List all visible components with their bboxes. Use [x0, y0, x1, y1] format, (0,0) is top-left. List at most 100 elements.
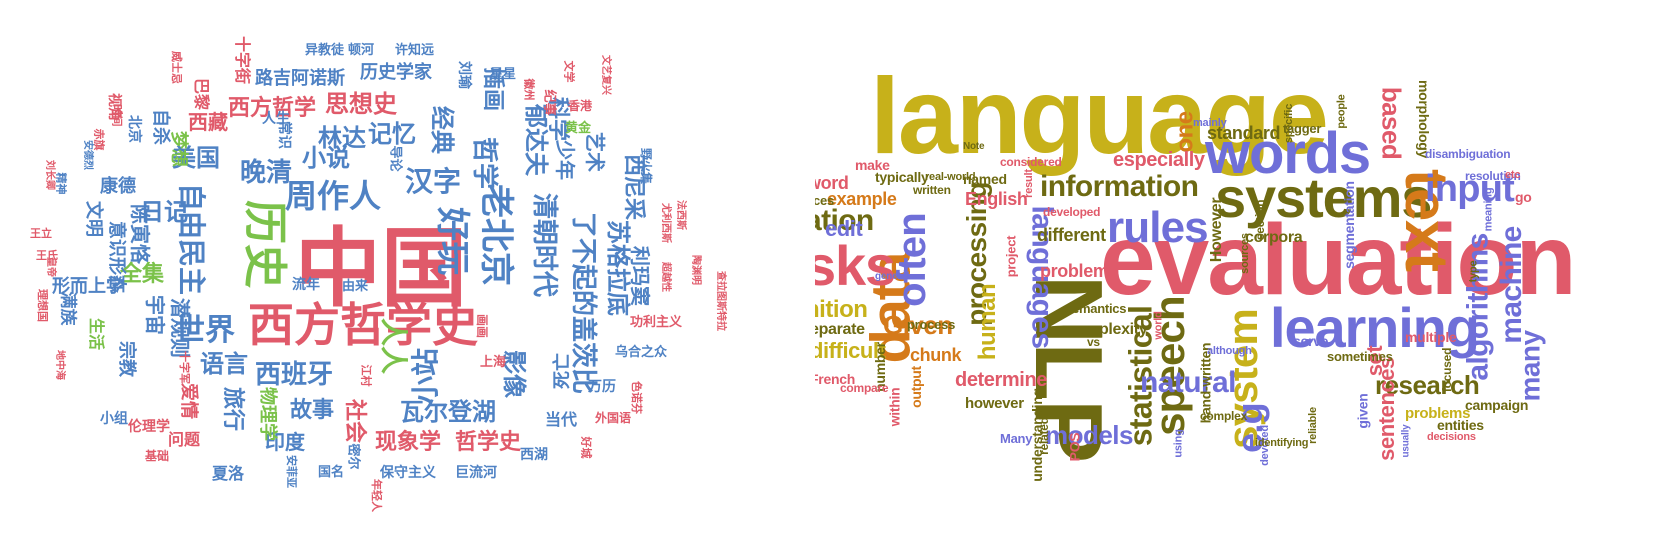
cloud-word: 小说	[302, 144, 350, 172]
english-word-cloud: language evaluation NLP systems words te…	[815, 0, 1666, 560]
cloud-word: 满族	[57, 291, 78, 326]
cloud-word: serve	[1293, 333, 1329, 349]
cloud-word: 顿河	[348, 43, 375, 58]
cloud-word: however	[965, 395, 1024, 412]
cloud-word: 语言	[200, 350, 248, 378]
cloud-word: 周作人	[285, 177, 382, 215]
cloud-word: 康德	[100, 176, 136, 197]
cloud-word: often	[889, 213, 934, 307]
cloud-word: 香港	[568, 99, 593, 113]
cloud-word: example	[827, 189, 897, 209]
cloud-word: 晚清	[240, 158, 293, 188]
cloud-word: 艺术	[583, 132, 607, 172]
cloud-word: 自杀	[150, 109, 171, 145]
cloud-word: research	[1375, 370, 1480, 400]
cloud-word: different	[1037, 225, 1106, 245]
cloud-word: 万历	[588, 379, 616, 395]
cloud-word: developed	[1043, 205, 1101, 219]
cloud-word: 了不起的盖茨比	[568, 211, 599, 395]
cloud-word: 历史	[239, 200, 290, 288]
cloud-word: 时间	[110, 104, 124, 127]
cloud-word: corpora	[1245, 229, 1303, 246]
cloud-word: 西方哲学	[228, 96, 317, 121]
cloud-word: resolution	[1465, 169, 1521, 183]
cloud-word: meaning	[1482, 187, 1495, 232]
cloud-word: 十字军	[178, 351, 191, 384]
cloud-word: output	[907, 366, 924, 408]
cloud-word: compare	[840, 381, 889, 395]
cloud-word: French	[815, 371, 855, 387]
cloud-word: campaign	[1465, 397, 1529, 413]
cloud-word: 江村	[359, 364, 373, 387]
cloud-word: Note	[963, 141, 985, 152]
cloud-word: 林达	[318, 124, 366, 152]
cloud-word: 野火集	[639, 147, 654, 185]
cloud-word: problem	[1040, 261, 1109, 281]
cloud-word: typically	[875, 169, 929, 185]
cloud-word: identifying	[1255, 437, 1309, 449]
cloud-word: 陶渊明	[690, 255, 701, 285]
cloud-word: 好城	[579, 436, 593, 459]
cloud-word: within	[886, 387, 903, 427]
cloud-word: problems	[1405, 405, 1471, 422]
cloud-word: focused	[1440, 347, 1455, 393]
cloud-word: 伦理学	[128, 419, 170, 435]
cloud-word: 形而上学	[52, 276, 124, 297]
cloud-word: 旅行	[220, 386, 246, 432]
cloud-word: 文学	[562, 60, 576, 83]
cloud-word: 上海	[480, 355, 507, 370]
cloud-word: 宇宙	[143, 295, 167, 335]
cloud-word: 夏洛	[212, 464, 245, 483]
cloud-word: 好玩	[432, 207, 472, 275]
cloud-word: 查拉图斯特拉	[715, 271, 726, 331]
cloud-word: natural	[1140, 366, 1236, 399]
cloud-word: named	[963, 171, 1007, 187]
cloud-word: difficult	[815, 338, 886, 363]
cloud-word: algorithms	[1461, 233, 1495, 381]
cloud-word: 刘长卿	[44, 160, 55, 190]
cloud-word: 常识	[276, 121, 292, 149]
cloud-word: reliable	[1306, 407, 1319, 444]
cloud-word: 画画	[475, 313, 490, 339]
cloud-word: 法西斯	[675, 200, 686, 230]
cloud-word: However	[1208, 197, 1226, 263]
cloud-word: chunk	[910, 345, 962, 365]
cloud-word: 王立	[30, 227, 52, 240]
cloud-word: Many	[1000, 431, 1033, 446]
cloud-word: 赤旗	[92, 128, 106, 151]
cloud-word: 星星	[490, 67, 517, 82]
cloud-word: 苏格拉底	[604, 220, 632, 316]
cloud-word: sks	[815, 234, 896, 297]
cloud-word: 国名	[318, 465, 345, 480]
cloud-word: considered	[1000, 155, 1062, 169]
cloud-word: 地中海	[54, 350, 65, 380]
cloud-word: 理想国	[36, 289, 49, 322]
cloud-word: 人生	[262, 111, 290, 127]
cloud-word: 小站	[409, 347, 443, 405]
cloud-word: 皇帝	[45, 257, 56, 277]
cloud-word: 文明	[83, 201, 104, 237]
cloud-word: general	[875, 271, 910, 282]
cloud-word: 尤利西斯	[660, 203, 671, 243]
cloud-word: 小组	[100, 411, 128, 427]
cloud-word: 少年	[553, 140, 577, 180]
cloud-word: 陈寅恪	[128, 204, 152, 264]
cloud-word: etc	[1505, 169, 1521, 181]
cloud-word: 年轻人	[370, 479, 383, 512]
cloud-word: 功利主义	[630, 315, 683, 330]
cloud-word: 巨流河	[455, 465, 497, 481]
cloud-word: 路吉阿诺斯	[255, 68, 345, 89]
cloud-word: input	[1425, 168, 1515, 210]
cloud-word: 利玛窦	[628, 246, 652, 306]
cloud-word: 许知远	[395, 43, 435, 58]
cloud-word: 导论	[387, 145, 403, 172]
cloud-word: 历史学家	[360, 62, 432, 83]
cloud-word: word	[815, 173, 849, 193]
cloud-word: complex	[1200, 409, 1248, 423]
cloud-word: 巴黎	[192, 77, 212, 111]
cloud-word: evaluation	[1100, 204, 1577, 316]
cloud-word: 基础	[145, 449, 170, 463]
cloud-word: 乌合之众	[615, 345, 668, 360]
cloud-word: 王氏	[36, 249, 58, 262]
cloud-word: disambiguation	[1425, 147, 1511, 161]
